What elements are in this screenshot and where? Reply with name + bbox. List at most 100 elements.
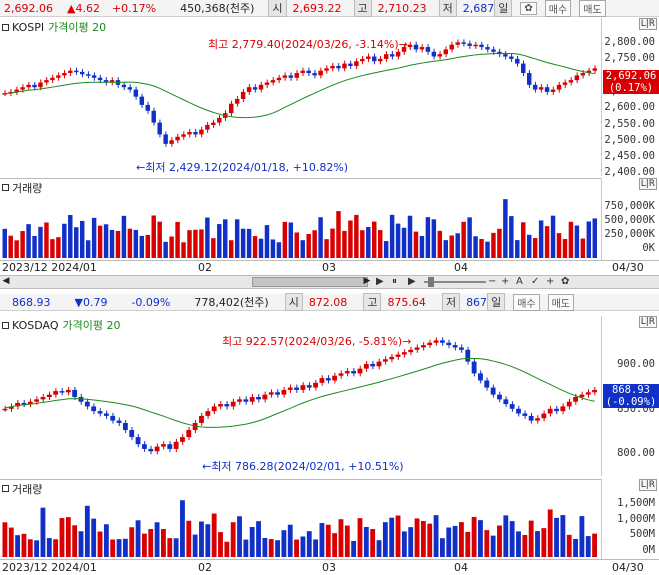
scroll-thumb[interactable] — [252, 277, 368, 287]
candle — [471, 361, 477, 374]
candle — [20, 87, 25, 90]
volume-bar — [8, 527, 14, 557]
zoom-in-button[interactable]: + — [501, 276, 510, 287]
checkbox-icon[interactable] — [2, 23, 9, 31]
next-button[interactable]: ▶ — [376, 276, 384, 287]
candle — [129, 430, 135, 438]
volume-bar — [544, 226, 550, 258]
check-icon[interactable]: ✓ — [531, 276, 540, 287]
candle — [230, 401, 236, 407]
checkbox-icon[interactable] — [2, 321, 9, 329]
volume-bar — [252, 236, 258, 258]
volume-bar — [449, 235, 454, 258]
candle — [574, 75, 580, 81]
buy-button[interactable]: 매수 — [544, 0, 572, 17]
gear-icon[interactable]: ✿ — [520, 1, 537, 15]
candle — [246, 87, 252, 92]
candle — [2, 408, 8, 411]
candle — [65, 389, 71, 393]
candle — [72, 389, 78, 397]
candle — [281, 389, 287, 395]
lr-toggle[interactable]: L|R — [638, 18, 657, 30]
candle — [509, 404, 515, 409]
volume-bar — [122, 538, 128, 557]
volume-bar — [40, 507, 46, 557]
candle — [40, 397, 46, 400]
low-label: 저 — [441, 293, 461, 311]
y-tick-label: 1,000M — [617, 512, 655, 525]
lr-toggle[interactable]: L|R — [638, 178, 657, 190]
checkbox-icon[interactable] — [2, 184, 9, 191]
font-icon[interactable]: A — [516, 276, 523, 287]
sell-button[interactable]: 매도 — [547, 293, 574, 311]
add-icon[interactable]: + — [546, 276, 555, 287]
volume-bar — [459, 522, 464, 557]
zoom-slider-handle[interactable] — [428, 277, 434, 287]
current-price-pct: (0.17%) — [608, 82, 654, 94]
kosdaq-pct: -0.09% — [131, 295, 171, 309]
volume-bar — [515, 240, 520, 258]
scroll-right-button[interactable]: ▶ — [363, 276, 371, 286]
chart-scrollbar[interactable]: ◀ ▶ ▶ ⏸ ▶ − + A ✓ + ✿ — [0, 275, 659, 289]
candle — [541, 413, 547, 419]
lr-toggle[interactable]: L|R — [638, 316, 657, 328]
kospi-low-annotation: ←최저 2,429.12(2024/01/18, +10.82%) — [136, 161, 349, 174]
period-select[interactable]: 일 — [487, 293, 506, 311]
pause-icon[interactable]: ⏸ — [392, 276, 397, 287]
candle — [97, 411, 103, 414]
play-icon[interactable]: ▶ — [408, 276, 416, 287]
candle — [148, 448, 154, 452]
volume-bar — [270, 239, 276, 258]
candle — [586, 70, 592, 74]
candle — [407, 44, 413, 48]
gear-icon[interactable]: ✿ — [561, 276, 570, 287]
candle — [217, 117, 222, 123]
candle — [84, 401, 90, 407]
kosdaq-volume-chart[interactable] — [0, 479, 601, 559]
volume-bar — [211, 238, 216, 258]
candle — [382, 359, 388, 362]
volume-bar — [193, 229, 198, 258]
candle — [211, 122, 216, 125]
candle — [287, 387, 293, 390]
volume-bar — [8, 235, 13, 258]
volume-bar — [50, 239, 55, 258]
candle — [294, 73, 299, 78]
candle — [573, 397, 578, 402]
date-04: 04 — [454, 261, 468, 274]
kosdaq-price-chart[interactable] — [0, 316, 601, 476]
volume-bar — [338, 519, 344, 557]
candle — [592, 389, 597, 393]
candle — [313, 382, 319, 388]
volume-bar — [230, 522, 236, 557]
period-select[interactable]: 일 — [494, 0, 513, 17]
checkbox-icon[interactable] — [2, 485, 9, 492]
volume-bar — [121, 215, 127, 258]
volume-bar — [370, 529, 376, 557]
candle — [276, 77, 282, 81]
sell-button[interactable]: 매도 — [579, 0, 606, 17]
candle — [306, 385, 312, 388]
date-02: 02 — [198, 261, 212, 274]
kosdaq-name: KOSDAQ — [12, 318, 59, 332]
volume-bar — [313, 539, 319, 557]
candle — [338, 373, 344, 376]
volume-bar — [554, 517, 559, 557]
volume-bar — [541, 528, 547, 557]
volume-bar — [357, 518, 363, 557]
candle — [234, 99, 240, 104]
volume-bar — [97, 225, 103, 258]
volume-bar — [376, 540, 382, 557]
volume-bar — [141, 533, 147, 557]
kospi-volume-chart[interactable] — [0, 178, 601, 260]
volume-bar — [27, 539, 33, 557]
kospi-price-chart[interactable] — [0, 18, 601, 176]
lr-toggle[interactable]: L|R — [638, 479, 657, 491]
candle — [240, 91, 246, 99]
zoom-out-button[interactable]: − — [488, 276, 497, 287]
scroll-left-button[interactable]: ◀ — [2, 276, 10, 286]
zoom-slider[interactable] — [424, 281, 486, 283]
candle — [211, 406, 217, 412]
buy-button[interactable]: 매수 — [513, 293, 540, 311]
candle — [268, 392, 274, 395]
